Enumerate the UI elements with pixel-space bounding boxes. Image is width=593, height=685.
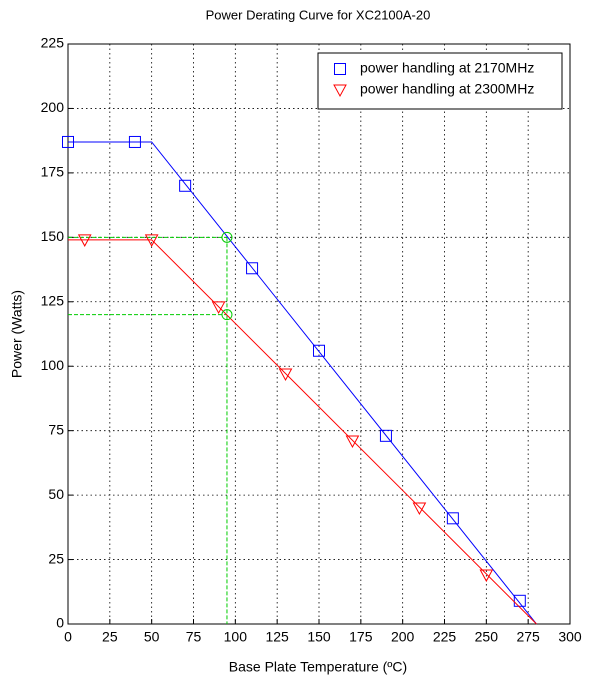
y-axis-label: Power (Watts) [9,290,25,378]
y-tick-label: 75 [48,421,64,437]
x-tick-label: 100 [224,629,248,645]
marker [334,63,346,75]
marker [278,368,293,382]
y-tick-label: 0 [56,615,64,631]
marker [313,344,325,357]
x-tick-label: 175 [349,629,373,645]
marker [379,429,392,442]
marker [211,301,226,314]
marker [77,234,92,247]
legend-label: power handling at 2300MHz [360,81,534,97]
y-tick-label: 200 [41,99,65,115]
y-tick-label: 125 [41,292,65,308]
marker [144,234,159,247]
y-tick-label: 150 [41,228,65,244]
legend-label: power handling at 2170MHz [360,60,534,76]
marker [513,594,526,607]
x-tick-label: 0 [64,629,72,645]
y-tick-label: 175 [41,164,65,180]
guide-point [221,231,233,243]
x-tick-label: 275 [516,629,540,645]
x-tick-label: 250 [475,629,499,645]
x-axis-label: Base Plate Temperature (ºC) [229,659,407,675]
y-tick-label: 25 [48,550,64,566]
marker [446,512,459,525]
marker [345,435,360,449]
marker [179,179,192,192]
x-tick-label: 50 [144,629,160,645]
y-tick-label: 225 [41,35,65,51]
series-line [68,239,537,625]
y-tick-label: 100 [41,357,65,373]
legend-box [317,52,563,110]
x-tick-label: 200 [391,629,415,645]
plot-frame [67,43,571,625]
x-tick-label: 150 [307,629,331,645]
marker [62,135,74,148]
x-tick-label: 225 [433,629,457,645]
x-tick-label: 75 [186,629,202,645]
series-line [68,141,537,625]
guide-point [221,309,233,321]
marker [128,135,141,148]
marker [246,262,259,275]
y-tick-label: 50 [48,486,64,502]
marker [412,502,427,516]
x-tick-label: 300 [558,629,582,645]
marker [479,569,494,583]
legend: power handling at 2170MHz power handling … [317,52,563,110]
x-tick-label: 25 [102,629,118,645]
chart-title: Power Derating Curve for XC2100A-20 [206,7,431,22]
marker [333,84,347,98]
x-tick-label: 125 [265,629,289,645]
